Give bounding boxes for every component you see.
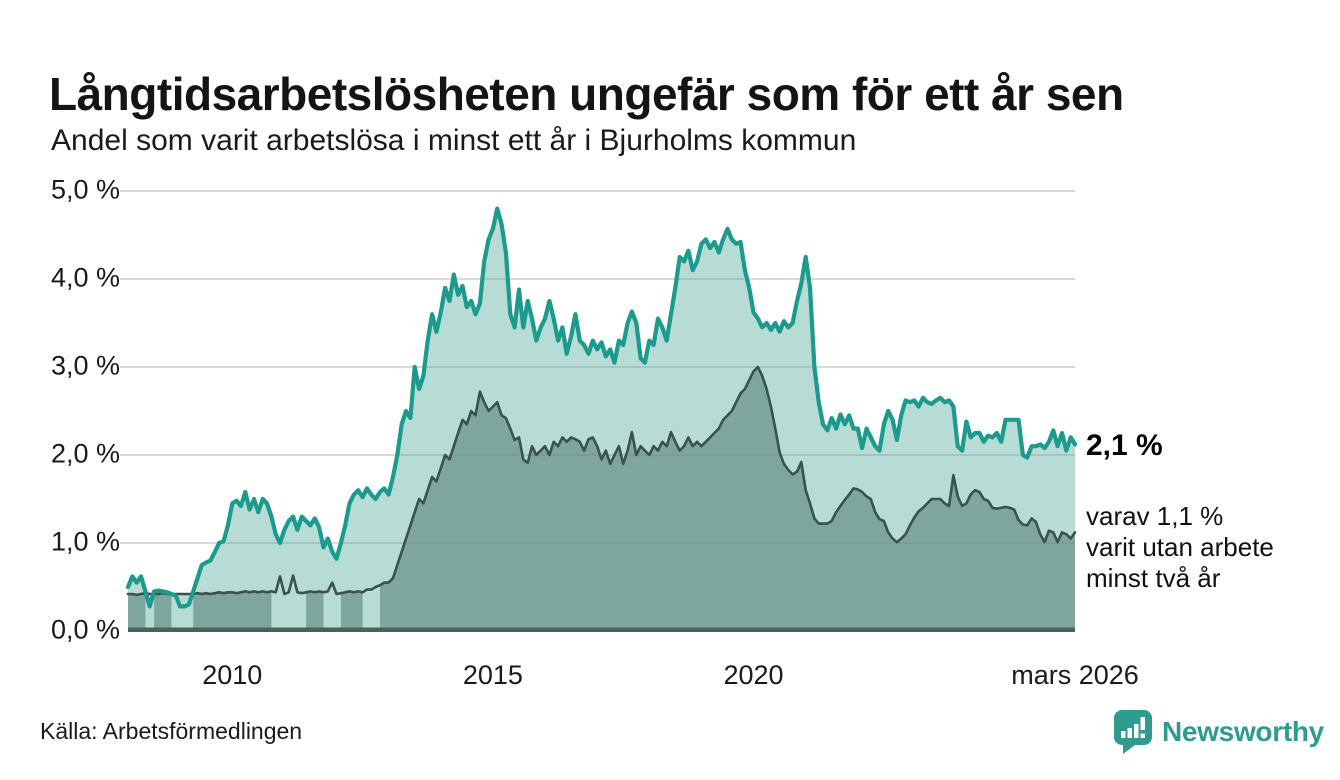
newsworthy-bubble-icon: [1114, 710, 1152, 754]
fill-two-years-area: [128, 593, 146, 631]
y-axis-tick-label: 3,0 %: [50, 350, 120, 381]
baseline-strip: [128, 627, 1075, 632]
x-axis-baseline: [128, 627, 1075, 632]
page-title: Långtidsarbetslösheten ungefär som för e…: [49, 67, 1124, 120]
chart-subtitle: Andel som varit arbetslösa i minst ett å…: [51, 124, 857, 157]
fill-two-years-area: [306, 591, 324, 631]
y-axis-tick-label: 4,0 %: [50, 262, 120, 293]
y-axis-tick-label: 2,0 %: [50, 438, 120, 469]
x-axis-tick-label: mars 2026: [1011, 660, 1139, 690]
newsworthy-logo-text: Newsworthy: [1162, 716, 1324, 747]
latest-subvalue-line: varav 1,1 %: [1086, 501, 1224, 531]
source-label: Källa: Arbetsförmedlingen: [40, 718, 303, 744]
newsworthy-logo: Newsworthy: [1113, 709, 1324, 755]
fill-two-years-area: [193, 591, 272, 631]
fill-two-years-area: [154, 593, 172, 631]
area-fills: [128, 208, 1075, 631]
x-axis-tick-label: 2020: [723, 660, 784, 690]
y-axis-tick-label: 5,0 %: [50, 174, 120, 205]
y-axis-tick-label: 1,0 %: [50, 526, 120, 557]
fill-two-years-area: [380, 367, 1075, 631]
line-total: [125, 206, 1078, 609]
line-two-years: [126, 365, 1077, 597]
latest-subvalue-line: minst två år: [1086, 563, 1221, 593]
latest-subvalue-label: varav 1,1 % varit utan arbete minst två …: [1086, 501, 1274, 594]
fill-two-years-area: [340, 591, 363, 631]
x-axis-tick-label: 2010: [202, 660, 263, 690]
x-axis-tick-label: 2015: [462, 660, 523, 690]
series-lines: [125, 206, 1078, 609]
latest-subvalue-line: varit utan arbete: [1086, 532, 1274, 562]
latest-value-label: 2,1 %: [1086, 429, 1163, 462]
gridlines: [120, 190, 1075, 544]
y-axis-tick-label: 0,0 %: [50, 614, 120, 645]
